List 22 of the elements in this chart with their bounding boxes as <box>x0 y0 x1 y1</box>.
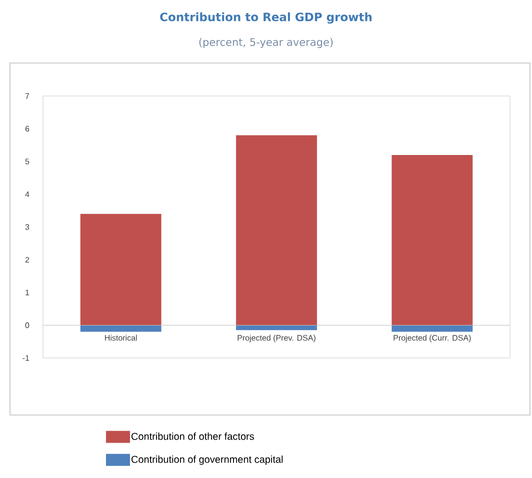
x-tick-label: Projected (Prev. DSA) <box>238 334 316 342</box>
x-tick-label: Projected (Curr. DSA) <box>394 334 471 342</box>
y-tick-label: 6 <box>25 126 30 132</box>
bar <box>80 214 162 326</box>
legend-label: Contribution of other factors <box>131 432 254 440</box>
y-tick-label: 1 <box>26 290 30 296</box>
bar <box>236 325 317 330</box>
y-tick-label: 7 <box>25 93 30 99</box>
bar <box>80 325 162 332</box>
chart-subtitle: (percent, 5-year average) <box>199 38 333 48</box>
y-tick-label: -1 <box>22 355 30 361</box>
y-tick-label: 3 <box>25 224 30 230</box>
y-tick-label: 0 <box>25 322 30 328</box>
bar <box>236 135 317 326</box>
chart-title: Contribution to Real GDP growth <box>160 12 372 24</box>
y-tick-label: 5 <box>25 158 30 164</box>
legend-label: Contribution of government capital <box>131 456 283 465</box>
x-tick-label: Historical <box>105 334 137 341</box>
bar <box>392 154 473 326</box>
y-tick-label: 4 <box>25 191 30 197</box>
y-tick-label: 2 <box>25 256 30 263</box>
bar <box>392 325 473 332</box>
